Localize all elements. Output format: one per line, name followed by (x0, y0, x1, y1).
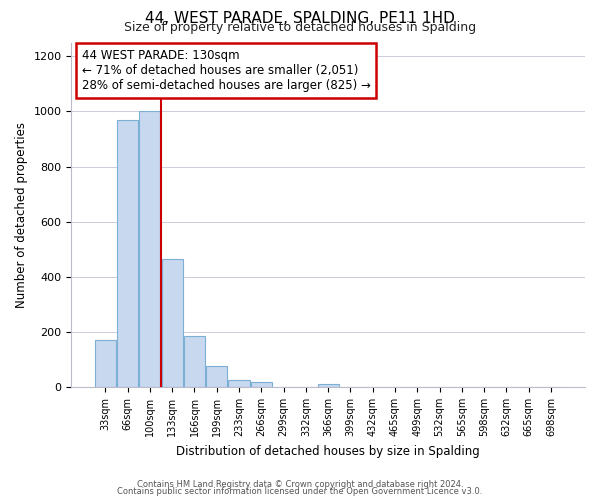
Text: Contains public sector information licensed under the Open Government Licence v3: Contains public sector information licen… (118, 487, 482, 496)
Y-axis label: Number of detached properties: Number of detached properties (15, 122, 28, 308)
Text: Size of property relative to detached houses in Spalding: Size of property relative to detached ho… (124, 21, 476, 34)
X-axis label: Distribution of detached houses by size in Spalding: Distribution of detached houses by size … (176, 444, 480, 458)
Bar (317, 384, 339, 387)
Text: 44, WEST PARADE, SPALDING, PE11 1HD: 44, WEST PARADE, SPALDING, PE11 1HD (145, 11, 455, 26)
Bar (184, 336, 205, 387)
Bar (161, 259, 183, 387)
Bar (95, 340, 116, 387)
Bar (251, 382, 272, 387)
Text: Contains HM Land Registry data © Crown copyright and database right 2024.: Contains HM Land Registry data © Crown c… (137, 480, 463, 489)
Bar (229, 380, 250, 387)
Bar (139, 112, 160, 387)
Text: 44 WEST PARADE: 130sqm
← 71% of detached houses are smaller (2,051)
28% of semi-: 44 WEST PARADE: 130sqm ← 71% of detached… (82, 50, 371, 92)
Bar (206, 366, 227, 387)
Bar (117, 120, 138, 387)
